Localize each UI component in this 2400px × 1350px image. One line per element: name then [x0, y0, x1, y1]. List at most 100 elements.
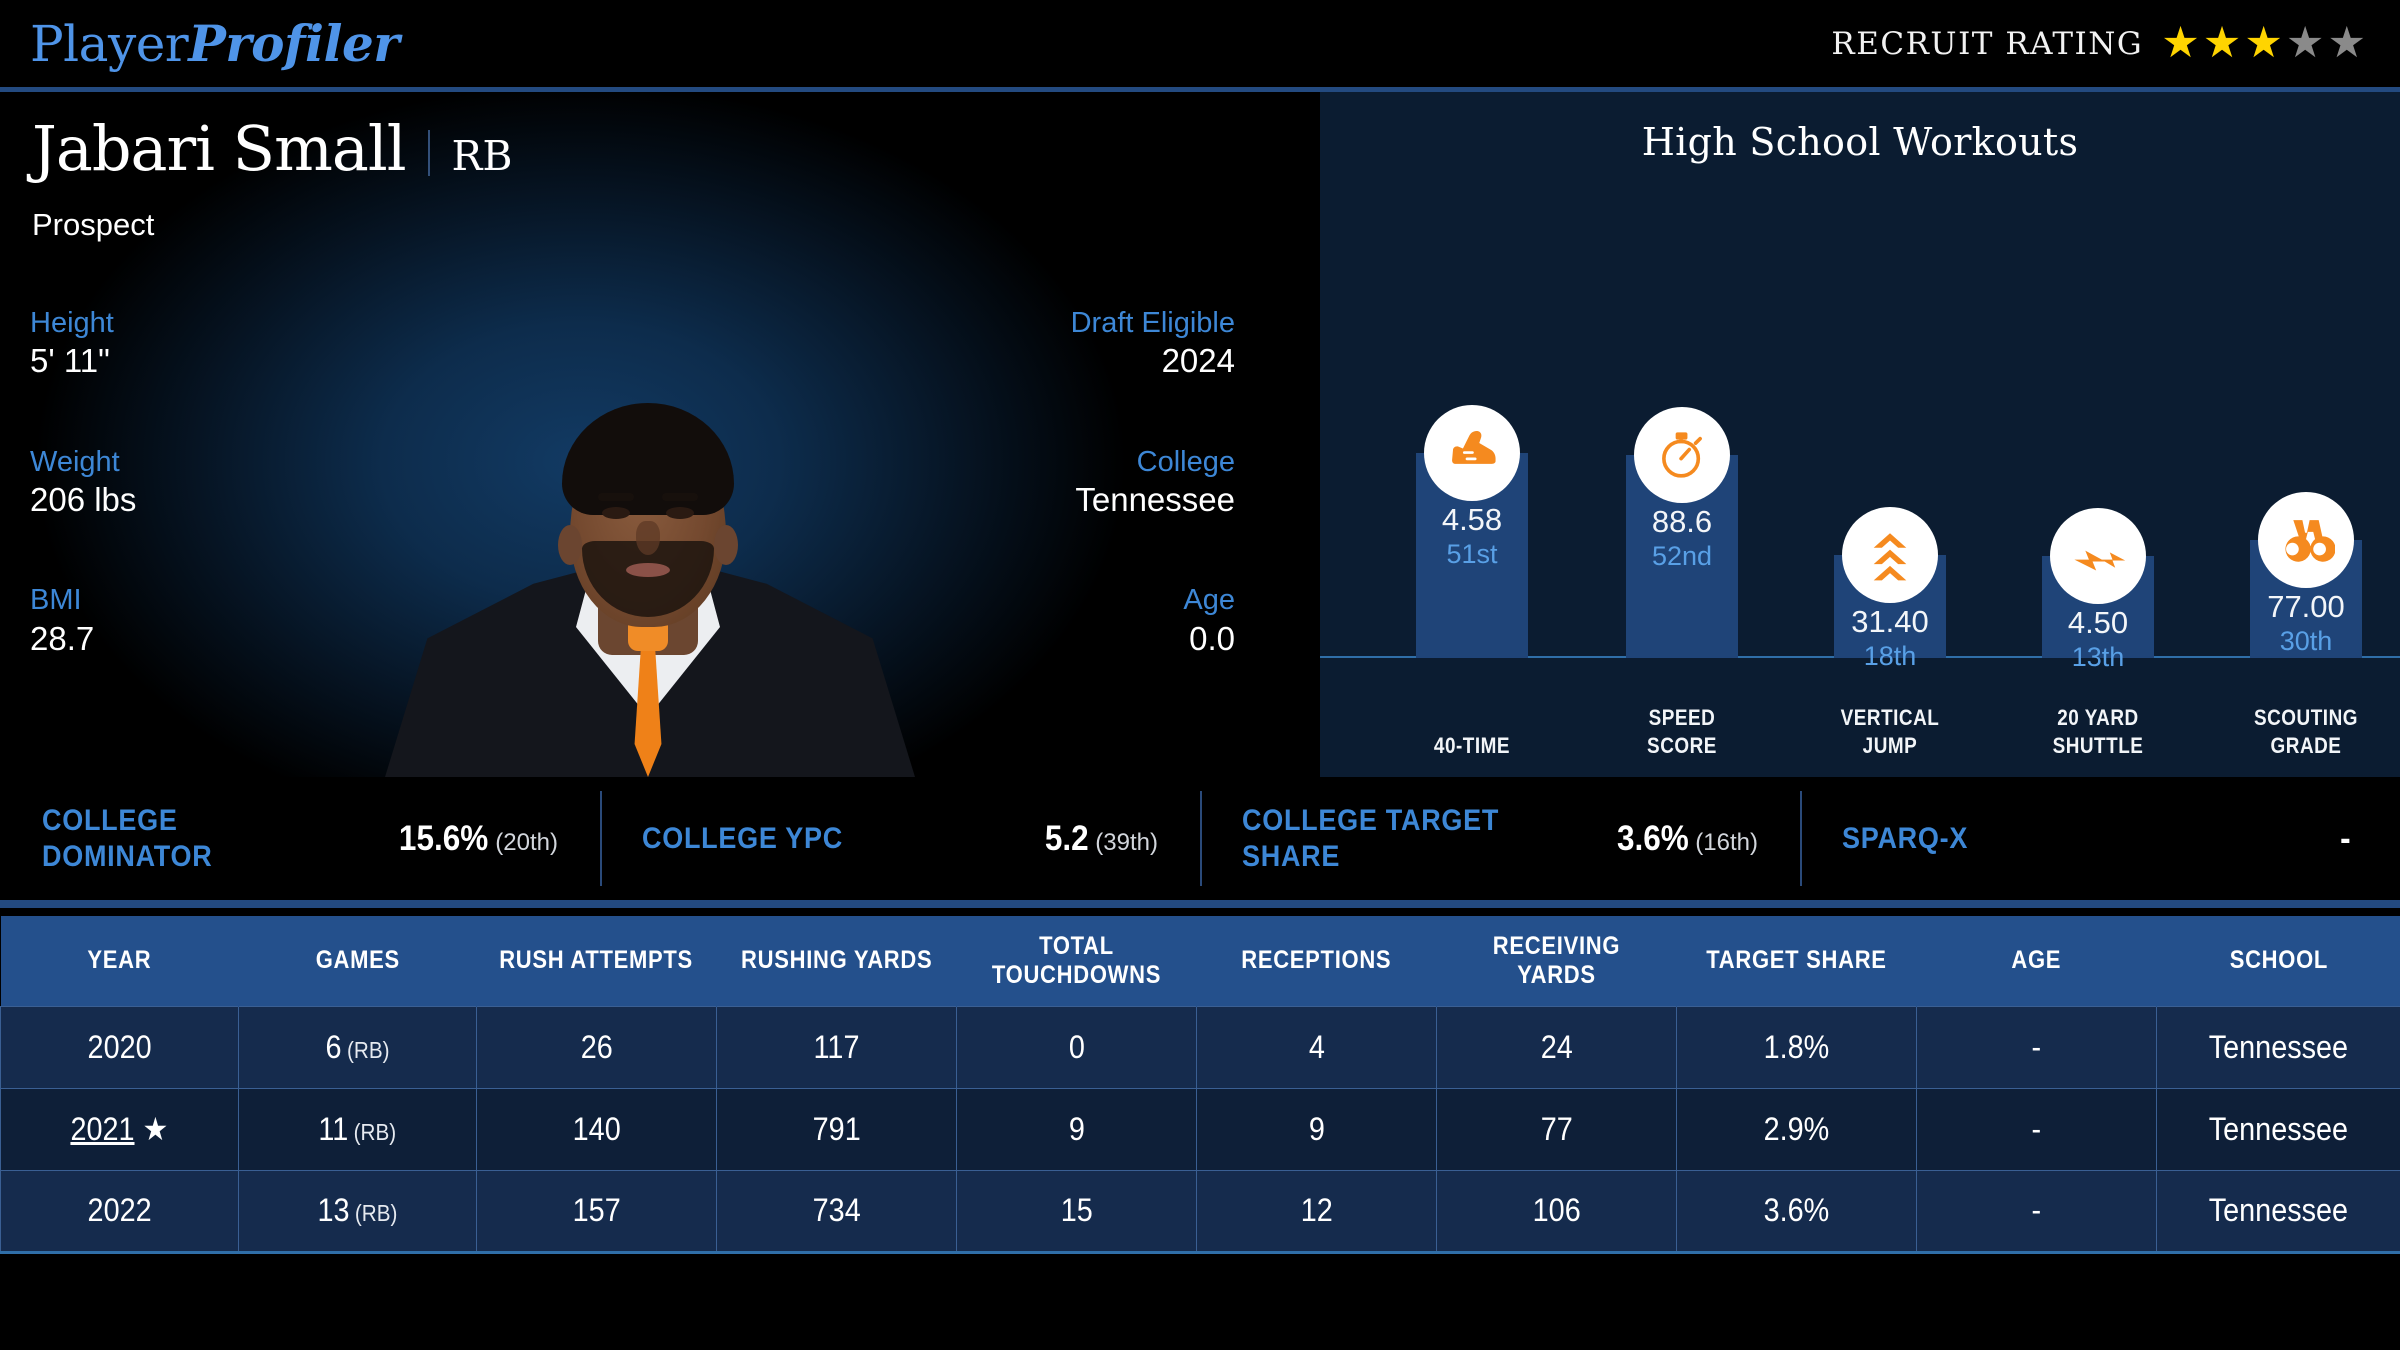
- stat-height-label: Height: [30, 307, 114, 339]
- cell-receptions: 9: [1196, 1087, 1437, 1171]
- metric-college-target-share-rank: (16th): [1695, 828, 1758, 856]
- stat-college-value: Tennessee: [1075, 480, 1235, 518]
- table-row: 2021 ★ 11 (RB) 140 791 9 9 77 2.9% - Tenn…: [0, 1087, 2400, 1171]
- cell-year[interactable]: 2020: [0, 1005, 239, 1089]
- column-header-age[interactable]: AGE: [1916, 916, 2157, 1006]
- metric-college-dominator[interactable]: COLLEGE DOMINATOR 15.6% (20th): [0, 777, 600, 900]
- bar-vertical-jump-rank: 18th: [1863, 640, 1917, 671]
- cell-age: -: [1916, 1087, 2157, 1171]
- metric-college-ypc[interactable]: COLLEGE YPC 5.2 (39th): [600, 777, 1200, 900]
- page-title: Jabari Small RB: [32, 118, 513, 180]
- cell-receptions: 12: [1196, 1169, 1437, 1254]
- metric-college-target-share[interactable]: COLLEGE TARGET SHARE 3.6% (16th): [1200, 777, 1800, 900]
- stat-draft-eligible: Draft Eligible 2024: [1071, 307, 1235, 382]
- bar-40-time-rank: 51st: [1446, 538, 1498, 569]
- bar-vertical-jump-value: 31.40: [1851, 603, 1929, 639]
- column-header-target-share[interactable]: TARGET SHARE: [1676, 916, 1917, 1006]
- recruit-rating-stars: ★ ★ ★ ★ ★: [2161, 22, 2366, 65]
- metric-college-dominator-label: COLLEGE DOMINATOR: [42, 804, 213, 873]
- stat-college: College Tennessee: [1071, 446, 1235, 521]
- cell-year[interactable]: 2021 ★: [0, 1087, 239, 1171]
- cell-receiving-yards: 24: [1436, 1005, 1677, 1089]
- table-row: 2020 6 (RB) 26 117 0 4 24 1.8% - Tennesse…: [0, 1005, 2400, 1089]
- cell-receptions: 4: [1196, 1005, 1437, 1089]
- metric-sparq-x-label: SPARQ-X: [1842, 821, 1969, 855]
- season-stats-table: YEAR GAMES RUSH ATTEMPTS RUSHING YARDS T…: [0, 916, 2400, 1254]
- workouts-title: High School Workouts: [1641, 120, 2079, 164]
- stat-age: Age 0.0: [1071, 584, 1235, 659]
- logo-text-player: Player: [30, 14, 189, 73]
- star-icon-5: ★: [2327, 19, 2366, 67]
- cell-target-share: 3.6%: [1676, 1169, 1917, 1254]
- star-icon-1: ★: [2161, 19, 2200, 67]
- workouts-panel: High School Workouts 4.58 51st 40-TIME: [1320, 92, 2400, 777]
- column-header-receptions[interactable]: RECEPTIONS: [1196, 916, 1437, 1006]
- metric-sparq-x[interactable]: SPARQ-X -: [1800, 777, 2400, 900]
- cell-age: -: [1916, 1169, 2157, 1254]
- site-header: PlayerProfiler RECRUIT RATING ★ ★ ★ ★ ★: [0, 0, 2400, 92]
- stat-age-label: Age: [1183, 584, 1235, 617]
- metric-college-ypc-rank: (39th): [1095, 828, 1158, 856]
- table-row: 2022 13 (RB) 157 734 15 12 106 3.6% - Ten…: [0, 1169, 2400, 1254]
- bar-40-time-values: 4.58 51st: [1398, 502, 1546, 570]
- recruit-rating-label: RECRUIT RATING: [1831, 25, 2144, 62]
- star-icon-3: ★: [2244, 19, 2283, 67]
- bar-label-20-yard-shuttle: 20 YARD SHUTTLE: [2052, 705, 2144, 758]
- player-status: Prospect: [32, 207, 155, 242]
- lightning-bolt-icon: [2050, 508, 2146, 604]
- metric-college-ypc-value-group: 5.2 (39th): [1040, 819, 1158, 859]
- best-season-star-icon: ★: [142, 1111, 169, 1147]
- player-card: Jabari Small RB Prospect Height 5' 11" W…: [0, 92, 1320, 777]
- site-logo[interactable]: PlayerProfiler: [30, 18, 400, 69]
- column-header-year[interactable]: YEAR: [0, 916, 239, 1006]
- column-header-rush-attempts[interactable]: RUSH ATTEMPTS: [476, 916, 717, 1006]
- cell-school: Tennessee: [2156, 1169, 2400, 1254]
- stat-weight: Weight 206 lbs: [30, 446, 136, 521]
- bar-20-yard-shuttle-value: 4.50: [2067, 604, 2129, 640]
- cell-rush-attempts: 140: [476, 1087, 717, 1171]
- player-stats-right: Draft Eligible 2024 College Tennessee Ag…: [1071, 307, 1235, 659]
- stat-weight-label: Weight: [30, 445, 120, 478]
- binoculars-icon: [2258, 492, 2354, 588]
- stat-draft-eligible-label: Draft Eligible: [1070, 307, 1235, 339]
- bar-scouting-grade-values: 77.00 30th: [2232, 589, 2380, 657]
- table-header-row: YEAR GAMES RUSH ATTEMPTS RUSHING YARDS T…: [0, 916, 2400, 1006]
- player-stats-left: Height 5' 11" Weight 206 lbs BMI 28.7: [30, 307, 136, 659]
- cell-target-share: 2.9%: [1676, 1087, 1917, 1171]
- cell-rush-attempts: 26: [476, 1005, 717, 1089]
- cell-year[interactable]: 2022: [0, 1169, 239, 1254]
- column-header-receiving-yards[interactable]: RECEIVING YARDS: [1436, 916, 1677, 1006]
- column-header-school[interactable]: SCHOOL: [2156, 916, 2400, 1006]
- cell-rush-attempts: 157: [476, 1169, 717, 1254]
- cell-receiving-yards: 77: [1436, 1087, 1677, 1171]
- bar-label-speed-score: SPEED SCORE: [1647, 705, 1717, 758]
- star-icon-2: ★: [2202, 19, 2242, 67]
- bar-20-yard-shuttle-rank: 13th: [2071, 641, 2125, 672]
- cell-total-touchdowns: 0: [956, 1005, 1197, 1089]
- bar-label-vertical-jump: VERTICAL JUMP: [1840, 705, 1940, 758]
- cell-school: Tennessee: [2156, 1005, 2400, 1089]
- metric-college-ypc-value: 5.2: [1044, 818, 1089, 858]
- stat-draft-eligible-value: 2024: [1161, 342, 1235, 380]
- title-divider: [427, 130, 430, 176]
- column-header-total-touchdowns[interactable]: TOTAL TOUCHDOWNS: [956, 916, 1197, 1006]
- stat-bmi-label: BMI: [30, 584, 82, 617]
- column-header-games[interactable]: GAMES: [238, 916, 477, 1006]
- bar-40-time-value: 4.58: [1441, 501, 1503, 537]
- cell-games: 13 (RB): [238, 1169, 477, 1254]
- cell-games: 6 (RB): [238, 1005, 477, 1089]
- stat-bmi: BMI 28.7: [30, 584, 136, 659]
- metric-strip: COLLEGE DOMINATOR 15.6% (20th) COLLEGE Y…: [0, 777, 2400, 908]
- cell-age: -: [1916, 1005, 2157, 1089]
- stat-height: Height 5' 11": [30, 307, 136, 382]
- bar-scouting-grade-value: 77.00: [2267, 588, 2345, 624]
- cell-total-touchdowns: 15: [956, 1169, 1197, 1254]
- cell-target-share: 1.8%: [1676, 1005, 1917, 1089]
- metric-college-dominator-value-group: 15.6% (20th): [389, 819, 558, 859]
- stopwatch-icon: [1634, 407, 1730, 503]
- bar-vertical-jump-values: 31.40 18th: [1816, 604, 1964, 672]
- metric-sparq-x-value-group: -: [2339, 819, 2358, 859]
- column-header-rushing-yards[interactable]: RUSHING YARDS: [716, 916, 957, 1006]
- logo-text-profiler: Profiler: [188, 13, 400, 73]
- cell-rushing-yards: 117: [716, 1005, 957, 1089]
